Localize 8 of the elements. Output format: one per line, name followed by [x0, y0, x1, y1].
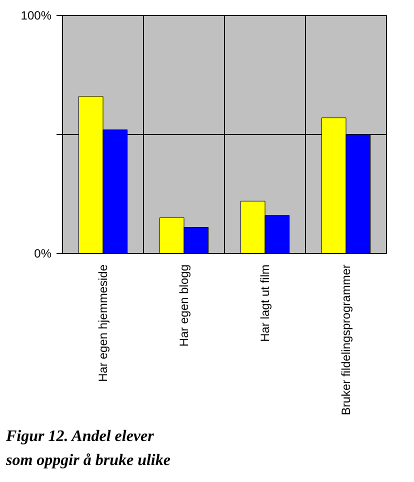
y-tick-label: 0% — [34, 246, 52, 260]
text: Figur 12. Andel elever — [6, 428, 154, 445]
y-tick-label: 100% — [20, 8, 52, 22]
x-tick-label: Har egen blogg — [177, 264, 191, 347]
x-tick-label: Bruker fildelingsprogrammer — [339, 264, 353, 416]
text: som oppgir å bruke ulike — [6, 452, 170, 469]
x-tick-label: Har lagt ut film — [258, 264, 272, 342]
x-tick-label: Har egen hjemmeside — [96, 264, 110, 382]
